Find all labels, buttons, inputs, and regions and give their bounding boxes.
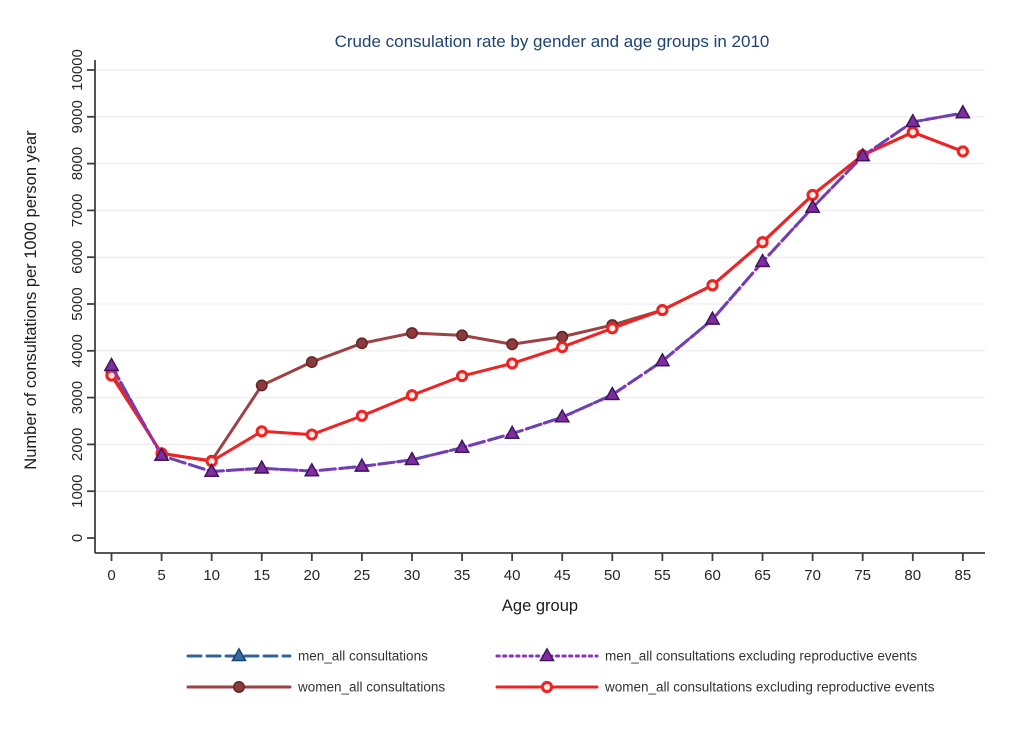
x-tick-label: 15 (253, 567, 270, 584)
x-tick-label: 20 (303, 567, 320, 584)
data-point (405, 389, 419, 402)
series-line (110, 130, 965, 463)
data-point (504, 425, 520, 439)
x-tick-label: 55 (654, 567, 671, 584)
data-point (956, 145, 969, 158)
y-tick-label: 6000 (69, 241, 86, 274)
data-point (305, 356, 318, 368)
data-point (153, 446, 170, 461)
data-point (955, 104, 971, 119)
data-point (604, 386, 621, 401)
data-point (706, 279, 719, 292)
data-point (354, 457, 370, 472)
series-3 (105, 126, 969, 468)
data-point (103, 357, 120, 372)
x-tick-label: 30 (404, 567, 421, 584)
x-tick-label: 80 (904, 567, 921, 584)
x-tick-label: 75 (854, 567, 871, 584)
series-2 (105, 126, 969, 467)
series-line (110, 111, 965, 474)
data-point (355, 409, 368, 422)
legend-label-men-all: men_all consultations (298, 649, 428, 664)
y-tick-label: 5000 (69, 287, 86, 320)
data-point (355, 337, 368, 350)
y-tick-label: 3000 (69, 381, 86, 414)
legend-samples (186, 647, 599, 694)
x-tick-label: 45 (554, 567, 571, 584)
data-point (456, 329, 469, 342)
data-point (454, 439, 470, 453)
data-point (656, 303, 669, 317)
data-point (404, 451, 420, 466)
y-tick-label: 9000 (69, 100, 86, 133)
x-tick-label: 65 (754, 567, 771, 584)
x-tick-label: 10 (203, 567, 220, 584)
series-line (110, 130, 965, 463)
data-point (255, 379, 268, 392)
data-point (540, 680, 554, 694)
data-point (406, 327, 418, 339)
data-point (304, 462, 320, 477)
data-point (804, 198, 821, 213)
data-point (554, 408, 571, 423)
data-point (253, 459, 270, 474)
x-tick-label: 70 (804, 567, 821, 584)
data-point (203, 462, 220, 477)
data-point (455, 369, 469, 383)
data-point (556, 330, 569, 343)
data-point (255, 425, 268, 438)
y-tick-label: 10000 (69, 49, 86, 91)
data-point (556, 340, 569, 354)
data-point (806, 188, 819, 202)
y-tick-label: 8000 (69, 147, 86, 180)
y-tick-label: 2000 (69, 428, 86, 461)
legend-label-women-excluding: women_all consultations excluding reprod… (604, 680, 935, 695)
x-tick-label: 0 (107, 567, 115, 584)
y-tick-label: 1000 (69, 475, 86, 508)
data-point (754, 253, 771, 268)
x-axis-title: Age group (502, 597, 578, 615)
x-tick-label: 60 (704, 567, 721, 584)
y-tick-label: 0 (69, 534, 86, 542)
data-point (305, 428, 318, 441)
x-tick-label: 5 (157, 567, 165, 584)
axes: 0100020003000400050006000700080009000100… (69, 49, 985, 584)
data-point (506, 357, 519, 370)
data-point (704, 310, 721, 325)
data-point (756, 236, 769, 249)
data-point (233, 681, 245, 693)
y-tick-label: 4000 (69, 334, 86, 367)
chart-title: Crude consulation rate by gender and age… (335, 32, 770, 51)
x-tick-label: 85 (955, 567, 972, 584)
data-point (906, 126, 919, 139)
data-point (539, 647, 555, 662)
data-point (231, 647, 247, 662)
legend-label-men-excluding: men_all consultations excluding reproduc… (605, 649, 917, 664)
data-point (904, 113, 921, 128)
x-tick-label: 40 (504, 567, 521, 584)
data-point (854, 147, 871, 162)
x-tick-label: 25 (354, 567, 371, 584)
y-axis-title: Number of consultations per 1000 person … (22, 130, 40, 470)
data-series (103, 104, 971, 477)
data-point (654, 352, 671, 367)
x-tick-label: 35 (454, 567, 471, 584)
data-point (506, 338, 519, 351)
legend-label-women-all: women_all consultations (297, 680, 445, 695)
series-0 (103, 104, 971, 477)
gridlines (95, 69, 985, 492)
y-tick-label: 7000 (69, 194, 86, 227)
series-1 (103, 104, 971, 477)
data-point (606, 322, 619, 335)
x-tick-label: 50 (604, 567, 621, 584)
